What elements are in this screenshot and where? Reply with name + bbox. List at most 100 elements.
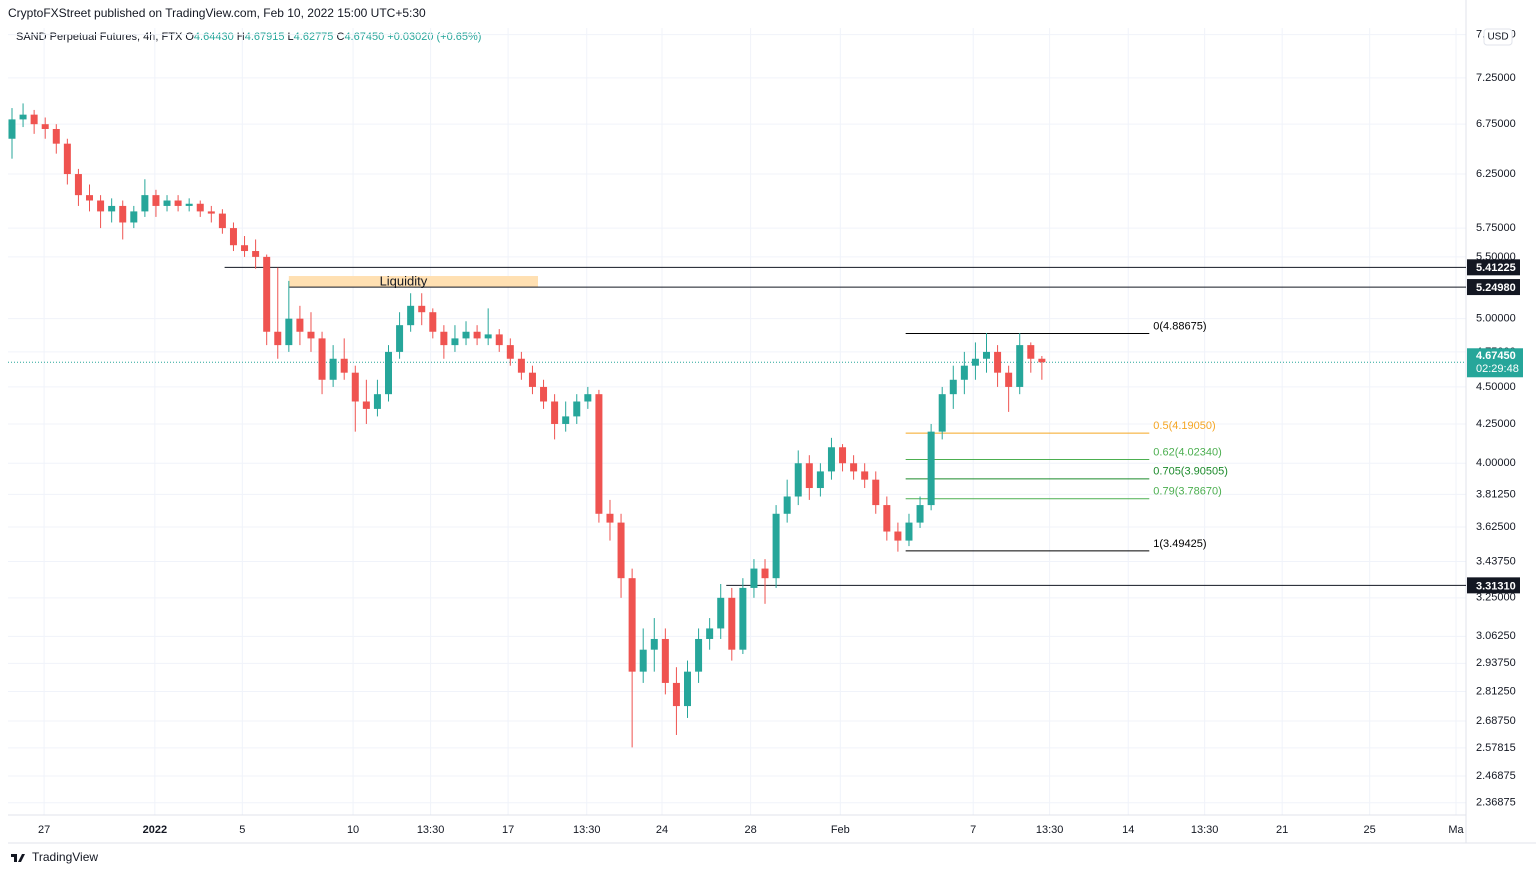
candle-body xyxy=(772,513,780,579)
candle-body xyxy=(551,401,559,424)
candle-body xyxy=(672,682,680,707)
y-tick-label: 5.75000 xyxy=(1476,222,1516,234)
currency-badge xyxy=(1483,28,1513,46)
candle-body xyxy=(407,305,415,326)
x-tick-label: 13:30 xyxy=(1036,824,1064,836)
candle-body xyxy=(462,331,470,339)
candle-body xyxy=(883,505,891,532)
level-tag xyxy=(1467,259,1520,276)
candle-body xyxy=(285,318,293,346)
ohlc-key: L xyxy=(287,31,294,43)
level-label: 5.41225 xyxy=(1476,262,1516,274)
x-tick-label: 28 xyxy=(744,824,756,836)
y-tick-label: 4.00000 xyxy=(1476,457,1516,469)
ohlc-key: O xyxy=(185,31,194,43)
y-tick-label: 4.50000 xyxy=(1476,381,1516,393)
liquidity-label: Liquidity xyxy=(380,273,428,288)
candle-body xyxy=(905,522,913,541)
level-label: 3.31310 xyxy=(1476,580,1516,592)
candle-body xyxy=(639,649,647,672)
fib-label: 0.5(4.19050) xyxy=(1153,420,1215,432)
x-tick-label: 21 xyxy=(1276,824,1288,836)
candle-body xyxy=(141,195,149,212)
candle-body xyxy=(207,211,215,214)
candle-body xyxy=(307,331,315,339)
candle-body xyxy=(86,195,94,201)
candle-body xyxy=(362,401,370,409)
candle-body xyxy=(52,128,60,144)
candle-body xyxy=(949,379,957,395)
candle-body xyxy=(839,447,847,464)
candle-body xyxy=(927,431,935,506)
candle-body xyxy=(761,568,769,579)
candle-body xyxy=(595,394,603,514)
candle-body xyxy=(650,638,658,650)
candle-body xyxy=(19,114,27,120)
x-tick-label: 2022 xyxy=(143,824,167,836)
x-tick-label: 13:30 xyxy=(1191,824,1219,836)
last-price-tag xyxy=(1467,348,1523,378)
level-tag xyxy=(1467,577,1520,594)
candle-body xyxy=(241,245,249,252)
candle-body xyxy=(263,256,271,332)
x-tick-label: 5 xyxy=(239,824,245,836)
candle-body xyxy=(418,305,426,313)
candle-body xyxy=(827,447,835,472)
candle-body xyxy=(229,228,237,246)
y-tick-label: 2.46875 xyxy=(1476,770,1516,782)
candle-body xyxy=(119,205,127,223)
y-tick-label: 6.25000 xyxy=(1476,168,1516,180)
x-tick-label: 27 xyxy=(38,824,50,836)
candle-body xyxy=(30,114,38,125)
candle-body xyxy=(728,597,736,650)
y-tick-label: 2.93750 xyxy=(1476,657,1516,669)
candle-body xyxy=(683,671,691,707)
candle-body xyxy=(872,479,880,506)
x-tick-label: 13:30 xyxy=(417,824,445,836)
candle-body xyxy=(340,358,348,373)
candle-body xyxy=(717,597,725,629)
candle-body xyxy=(174,200,182,206)
currency: USD xyxy=(1487,32,1508,43)
candle-body xyxy=(617,522,625,579)
candle-body xyxy=(1027,345,1035,359)
candle-body xyxy=(130,211,138,223)
y-tick-label: 3.81250 xyxy=(1476,488,1516,500)
x-tick-label: 10 xyxy=(347,824,359,836)
candle-body xyxy=(296,318,304,332)
candle-body xyxy=(373,394,381,409)
x-tick-label: 14 xyxy=(1122,824,1134,836)
y-tick-label: 3.62500 xyxy=(1476,521,1516,533)
ohlc-value: 4.67450 xyxy=(344,31,385,43)
candle-body xyxy=(805,463,813,489)
logo xyxy=(11,854,25,862)
fib-label: 1(3.49425) xyxy=(1153,538,1206,550)
symbol-legend: SAND Perpetual Futures, 4h, FTX O4.64430… xyxy=(16,31,481,43)
ohlc-key: H xyxy=(236,31,245,43)
y-tick-label: 4.25000 xyxy=(1476,418,1516,430)
candle-body xyxy=(528,372,536,387)
candle-body xyxy=(97,200,105,212)
x-tick-label: 7 xyxy=(970,824,976,836)
candle-body xyxy=(982,351,990,359)
fib-label: 0(4.88675) xyxy=(1153,320,1206,332)
candle-body xyxy=(606,513,614,523)
ohlc-value: 4.62775 xyxy=(293,31,334,43)
x-tick-label: 13:30 xyxy=(573,824,601,836)
candle-body xyxy=(783,496,791,514)
candle-body xyxy=(540,386,548,402)
x-tick-label: 24 xyxy=(656,824,668,836)
candle-body xyxy=(938,394,946,432)
candle-body xyxy=(1038,358,1046,363)
fib-label: 0.79(3.78670) xyxy=(1153,486,1222,498)
x-tick-label: Feb xyxy=(831,824,850,836)
candle-body xyxy=(861,471,869,480)
candle-body xyxy=(451,338,459,346)
y-tick-label: 5.00000 xyxy=(1476,313,1516,325)
candle-body xyxy=(695,638,703,672)
candle-body xyxy=(750,568,758,588)
candle-body xyxy=(584,394,592,402)
x-tick-label: Ma xyxy=(1448,824,1464,836)
candle-body xyxy=(429,312,437,332)
